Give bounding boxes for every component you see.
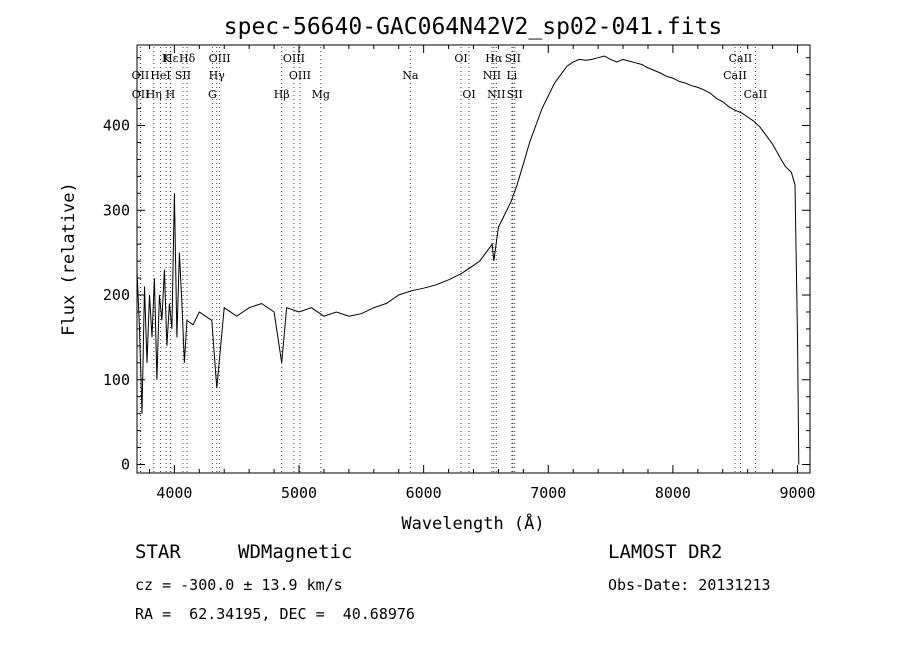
line-id-label: Li xyxy=(506,69,517,82)
line-id-label: OI xyxy=(454,52,467,65)
y-tick-label: 400 xyxy=(103,117,130,135)
x-tick-label: 4000 xyxy=(156,484,192,502)
line-id-label: NII xyxy=(487,88,505,101)
survey-name: LAMOST DR2 xyxy=(608,541,723,563)
line-id-label: Na xyxy=(402,69,419,82)
x-tick-label: 7000 xyxy=(530,484,566,502)
y-tick-label: 100 xyxy=(103,371,130,389)
object-class: STAR xyxy=(135,541,181,563)
line-id-label: Hε xyxy=(163,52,179,65)
line-id-label: OIII xyxy=(289,69,311,82)
line-id-label: CaII xyxy=(744,88,768,101)
x-tick-label: 8000 xyxy=(655,484,691,502)
y-axis-ticks: 0 100 200 300 400 xyxy=(103,57,810,474)
plot-frame xyxy=(136,44,811,474)
coordinates: RA = 62.34195, DEC = 40.68976 xyxy=(135,605,415,623)
x-axis-label: Wavelength (Å) xyxy=(401,512,544,534)
line-id-label: CaII xyxy=(723,69,747,82)
line-id-label: Hδ xyxy=(179,52,196,65)
line-id-label: SII xyxy=(507,88,523,101)
spectrum-line xyxy=(136,55,800,465)
line-id-label: Hη xyxy=(146,88,162,101)
line-id-label: H xyxy=(166,88,176,101)
line-id-label: Mg xyxy=(312,88,330,101)
line-id-label: Hγ xyxy=(209,69,226,82)
x-tick-label: 9000 xyxy=(779,484,815,502)
x-tick-label: 6000 xyxy=(406,484,442,502)
line-id-markers xyxy=(139,47,756,473)
line-id-label: Hβ xyxy=(274,88,290,101)
line-id-label: OIII xyxy=(209,52,231,65)
line-id-label: OII xyxy=(132,88,150,101)
redshift-readout: cz = -300.0 ± 13.9 km/s xyxy=(135,576,343,594)
x-axis-ticks: 4000 5000 6000 7000 8000 9000 xyxy=(148,45,816,502)
y-tick-label: 0 xyxy=(121,456,130,474)
obs-date: Obs-Date: 20131213 xyxy=(608,576,771,594)
line-id-label: K xyxy=(162,52,171,65)
y-tick-label: 300 xyxy=(103,201,130,219)
line-id-label: G xyxy=(208,88,217,101)
chart-title: spec-56640-GAC064N42V2_sp02-041.fits xyxy=(224,14,723,40)
line-id-label: OI xyxy=(462,88,475,101)
line-id-label: OIII xyxy=(283,52,305,65)
line-id-label: SII xyxy=(175,69,191,82)
line-id-label: NII xyxy=(483,69,501,82)
x-tick-label: 5000 xyxy=(281,484,317,502)
line-id-label: OII xyxy=(132,69,150,82)
line-id-label: Hα xyxy=(485,52,503,65)
y-tick-label: 200 xyxy=(103,286,130,304)
line-id-label: SII xyxy=(505,52,521,65)
y-axis-label: Flux (relative) xyxy=(59,182,79,336)
spectrum-chart: spec-56640-GAC064N42V2_sp02-041.fits HεK… xyxy=(59,14,816,534)
object-subclass: WDMagnetic xyxy=(238,541,353,563)
line-id-label: HeI xyxy=(150,69,170,82)
line-id-label: CaII xyxy=(729,52,753,65)
